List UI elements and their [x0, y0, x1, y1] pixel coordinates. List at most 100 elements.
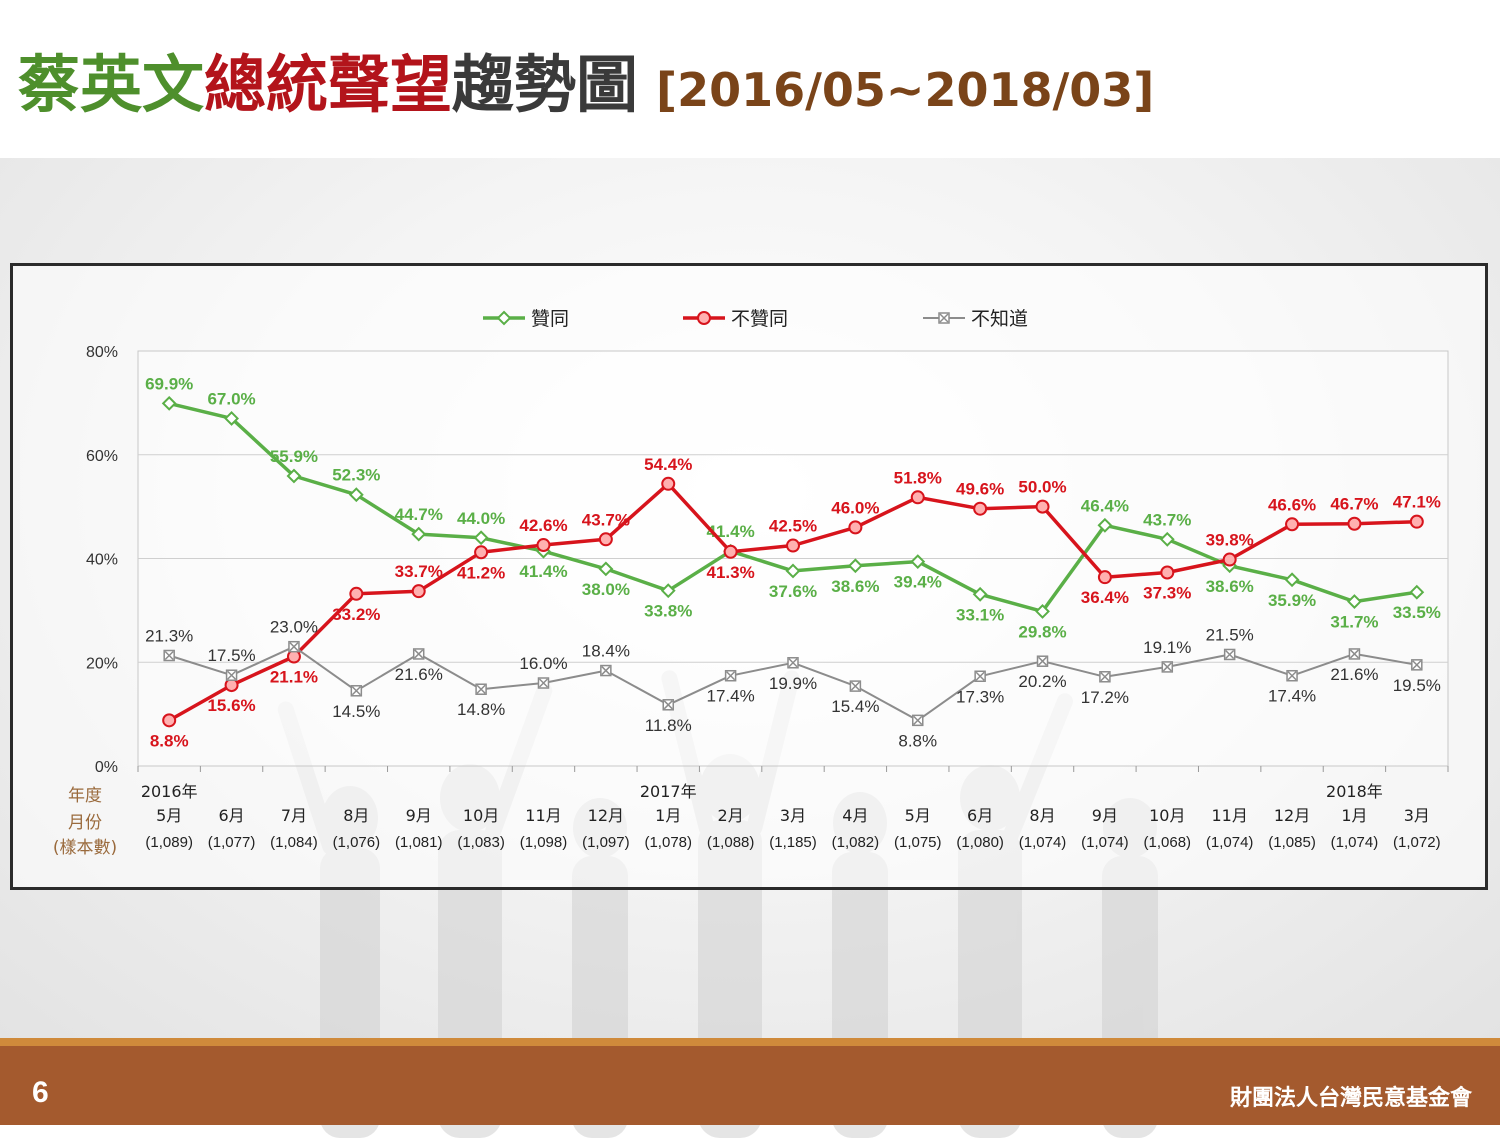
data-label-disapprove: 37.3% — [1143, 584, 1191, 603]
x-month-label: 12月 — [1274, 806, 1310, 825]
title-subject: 總統聲望 — [204, 48, 453, 121]
x-sample-label: (1,078) — [644, 834, 692, 851]
x-sample-label: (1,081) — [395, 834, 443, 851]
data-point-unknown — [1161, 661, 1174, 673]
data-label-disapprove: 21.1% — [270, 668, 318, 687]
legend-marker-disapprove — [697, 311, 711, 325]
x-month-label: 9月 — [1092, 806, 1118, 825]
data-point-unknown — [225, 669, 238, 681]
data-label-unknown: 19.5% — [1393, 676, 1441, 695]
x-sample-label: (1,074) — [1081, 834, 1129, 851]
x-month-label: 8月 — [343, 806, 369, 825]
x-month-label: 1月 — [655, 806, 681, 825]
x-row-label: 月份 — [68, 813, 102, 833]
data-label-disapprove: 8.8% — [150, 731, 189, 750]
data-point-approve — [286, 468, 302, 484]
data-point-approve — [1097, 517, 1113, 533]
data-point-disapprove — [162, 713, 177, 728]
data-point-disapprove — [349, 586, 364, 601]
title-type: 趨勢圖 — [452, 48, 639, 121]
x-sample-label: (1,075) — [894, 834, 942, 851]
data-point-disapprove — [1285, 517, 1300, 532]
data-point-unknown — [912, 714, 924, 727]
x-month-label: 12月 — [588, 806, 624, 825]
x-month-label: 2月 — [718, 806, 744, 825]
data-label-unknown: 16.0% — [519, 654, 567, 673]
data-label-disapprove: 33.7% — [395, 562, 443, 581]
data-point-unknown — [1348, 648, 1361, 660]
x-sample-label: (1,089) — [145, 834, 193, 851]
data-point-disapprove — [1222, 552, 1237, 567]
data-point-disapprove — [474, 545, 489, 560]
data-label-disapprove: 41.2% — [457, 563, 505, 582]
data-label-unknown: 14.8% — [457, 700, 505, 719]
data-label-unknown: 21.5% — [1206, 625, 1254, 644]
data-point-disapprove — [1409, 514, 1424, 529]
x-sample-label: (1,083) — [457, 834, 505, 851]
organization-name: 財團法人台灣民意基金會 — [1229, 1086, 1472, 1111]
data-label-approve: 39.4% — [894, 573, 942, 592]
data-label-approve: 69.9% — [145, 374, 193, 393]
data-label-unknown: 14.5% — [332, 702, 380, 721]
data-point-disapprove — [848, 520, 863, 535]
data-label-approve: 52.3% — [332, 466, 380, 485]
data-point-unknown — [974, 670, 986, 683]
data-point-unknown — [724, 669, 737, 682]
footer-bar: 6 財團法人台灣民意基金會 — [0, 1038, 1500, 1125]
data-label-approve: 38.0% — [582, 580, 630, 599]
data-point-unknown — [1411, 659, 1423, 671]
data-label-unknown: 21.3% — [145, 627, 193, 646]
x-sample-label: (1,088) — [707, 834, 755, 851]
data-label-unknown: 19.9% — [769, 674, 817, 693]
data-point-unknown — [350, 685, 363, 697]
data-point-disapprove — [1035, 499, 1050, 514]
data-label-approve: 31.7% — [1330, 613, 1378, 632]
title-date-range: [2016/05~2018/03] — [656, 63, 1155, 117]
title-name: 蔡英文 — [18, 48, 205, 121]
x-month-label: 5月 — [156, 806, 182, 825]
data-label-disapprove: 33.2% — [332, 605, 380, 624]
data-label-disapprove: 39.8% — [1206, 531, 1254, 550]
data-label-disapprove: 46.0% — [831, 498, 879, 517]
x-sample-label: (1,076) — [333, 834, 381, 851]
data-point-approve — [161, 395, 177, 411]
y-tick-label: 80% — [86, 344, 118, 361]
data-label-unknown: 18.4% — [582, 642, 630, 661]
data-label-unknown: 23.0% — [270, 618, 318, 637]
data-label-unknown: 17.5% — [207, 646, 255, 665]
data-point-unknown — [600, 664, 612, 677]
data-label-approve: 41.4% — [519, 562, 567, 581]
data-point-approve — [1409, 584, 1425, 600]
data-point-disapprove — [598, 532, 613, 547]
legend-label-disapprove: 不贊同 — [731, 308, 788, 330]
x-row-label: 年度 — [68, 786, 102, 806]
x-month-label: 11月 — [525, 806, 561, 825]
x-sample-label: (1,077) — [208, 834, 256, 851]
data-label-approve: 33.5% — [1393, 603, 1441, 622]
x-sample-label: (1,072) — [1393, 834, 1441, 851]
data-label-approve: 33.1% — [956, 605, 1004, 624]
legend-marker-unknown — [938, 312, 950, 324]
data-label-unknown: 17.4% — [707, 687, 755, 706]
x-month-label: 3月 — [780, 806, 806, 825]
x-month-label: 5月 — [905, 806, 931, 825]
data-point-unknown — [787, 657, 799, 669]
x-month-label: 10月 — [1149, 806, 1185, 825]
page-number: 6 — [32, 1076, 49, 1109]
data-point-approve — [660, 583, 676, 599]
legend-label-unknown: 不知道 — [971, 308, 1028, 330]
data-label-disapprove: 41.3% — [707, 563, 755, 582]
data-label-disapprove: 47.1% — [1393, 493, 1441, 512]
x-sample-label: (1,098) — [520, 834, 568, 851]
data-label-disapprove: 36.4% — [1081, 588, 1129, 607]
x-month-label: 11月 — [1211, 806, 1247, 825]
data-point-unknown — [662, 699, 674, 711]
data-point-disapprove — [973, 501, 988, 516]
data-label-approve: 43.7% — [1143, 510, 1191, 529]
data-label-unknown: 19.1% — [1143, 638, 1191, 657]
data-label-approve: 44.7% — [395, 505, 443, 524]
data-label-disapprove: 42.6% — [519, 516, 567, 535]
x-sample-label: (1,068) — [1144, 834, 1192, 851]
data-point-approve — [348, 487, 364, 503]
